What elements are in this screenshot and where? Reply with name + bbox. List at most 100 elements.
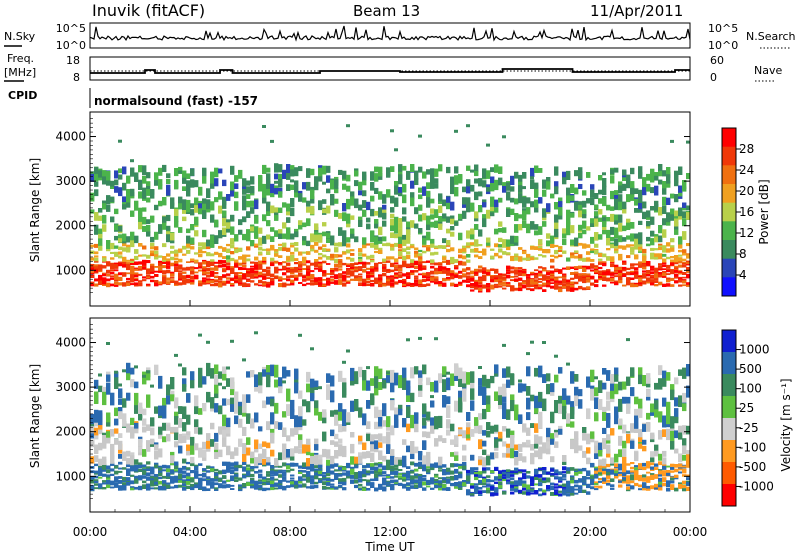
range-cell — [354, 198, 359, 209]
range-cell — [242, 475, 247, 479]
range-cell — [450, 176, 455, 185]
range-cell — [638, 220, 643, 225]
range-cell — [210, 183, 215, 189]
range-cell — [302, 256, 307, 262]
range-cell — [130, 417, 135, 426]
range-cell — [402, 207, 407, 215]
range-cell — [122, 247, 127, 251]
range-cell — [518, 482, 523, 486]
range-cell — [646, 273, 651, 277]
range-cell — [206, 268, 211, 272]
range-cell — [422, 468, 427, 472]
range-cell — [574, 275, 579, 279]
range-cell — [166, 468, 171, 473]
range-cell — [298, 220, 303, 225]
range-cell — [222, 414, 227, 427]
range-cell — [382, 243, 387, 247]
range-cell — [542, 221, 547, 227]
range-cell — [662, 275, 667, 278]
range-cell — [374, 278, 379, 282]
range-cell — [442, 395, 447, 408]
range-cell — [366, 451, 371, 459]
range-cell — [506, 284, 511, 287]
range-cell — [502, 441, 507, 447]
range-cell — [622, 260, 627, 263]
range-cell — [290, 448, 295, 457]
range-cell — [218, 276, 223, 279]
range-cell — [510, 477, 515, 481]
range-cell — [522, 213, 527, 221]
range-cell — [118, 476, 123, 479]
range-cell — [494, 476, 499, 479]
range-cell — [258, 479, 263, 482]
range-cell — [110, 468, 115, 472]
range-cell — [434, 475, 439, 478]
range-cell — [210, 397, 215, 409]
range-cell — [522, 172, 527, 179]
range-cell — [566, 217, 571, 225]
range-cell — [122, 235, 127, 241]
range-cell — [262, 281, 267, 285]
range-cell — [542, 267, 547, 271]
range-cell — [186, 261, 191, 263]
range-cell — [378, 166, 383, 172]
range-cell — [558, 269, 563, 273]
range-cell — [494, 481, 499, 484]
range-cell — [174, 283, 179, 286]
range-cell — [238, 247, 243, 252]
range-cell — [478, 205, 483, 213]
range-cell — [154, 481, 159, 485]
range-cell — [526, 484, 531, 488]
range-cell — [510, 440, 515, 449]
range-cell — [278, 485, 283, 488]
range-cell — [246, 246, 251, 251]
range-cell — [258, 372, 263, 380]
range-cell — [582, 257, 587, 262]
range-cell — [642, 266, 647, 270]
range-cell — [370, 463, 375, 467]
range-cell — [458, 390, 463, 402]
range-cell — [390, 225, 395, 232]
range-cell — [466, 244, 471, 248]
range-cell — [142, 176, 147, 184]
range-cell — [426, 283, 431, 287]
range-cell — [234, 391, 239, 405]
range-cell — [430, 467, 435, 471]
range-cell — [294, 268, 299, 271]
range-cell — [358, 455, 363, 464]
range-cell — [514, 444, 519, 451]
range-cell — [226, 222, 231, 229]
range-cell — [618, 223, 623, 232]
range-cell — [390, 449, 395, 457]
range-cell — [130, 433, 135, 439]
range-cell — [170, 486, 175, 489]
range-cell — [578, 204, 583, 210]
range-cell — [98, 238, 103, 246]
range-cell — [422, 487, 427, 491]
range-cell — [354, 401, 359, 412]
range-cell — [222, 247, 227, 252]
range-cell — [410, 197, 415, 207]
range-cell — [290, 282, 295, 286]
range-cell — [378, 442, 383, 448]
range-cell — [510, 487, 515, 491]
range-cell — [322, 409, 327, 418]
range-cell — [506, 239, 511, 247]
range-cell — [446, 216, 451, 223]
range-cell — [630, 272, 635, 275]
range-cell — [402, 261, 407, 264]
range-cell — [666, 180, 671, 188]
range-cell — [350, 376, 355, 386]
range-cell — [486, 455, 491, 466]
range-cell — [406, 251, 411, 255]
range-cell — [186, 467, 191, 470]
range-cell — [422, 275, 427, 278]
range-cell — [126, 236, 131, 243]
range-cell — [386, 466, 391, 470]
range-cell — [554, 282, 559, 286]
range-cell — [686, 267, 691, 271]
range-cell — [258, 443, 263, 449]
range-cell — [430, 265, 435, 269]
range-cell — [630, 244, 635, 247]
range-cell — [266, 181, 271, 189]
